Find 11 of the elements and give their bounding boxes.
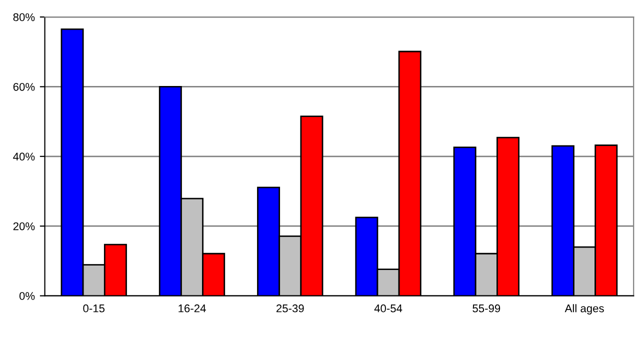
y-tick-label: 0% — [19, 292, 35, 300]
y-tick-label: 60% — [13, 82, 35, 91]
x-tick-label: 40-54 — [374, 304, 402, 312]
x-tick-label: 16-24 — [178, 304, 206, 312]
x-tick-label: 0-15 — [83, 304, 105, 312]
x-tick-label: All ages — [564, 304, 604, 314]
x-tick-label: 55-99 — [472, 304, 500, 312]
x-tick-label: 25-39 — [276, 304, 304, 312]
y-tick-label: 80% — [13, 13, 35, 22]
y-tick-label: 20% — [13, 222, 35, 230]
y-tick-label: 40% — [13, 152, 35, 161]
